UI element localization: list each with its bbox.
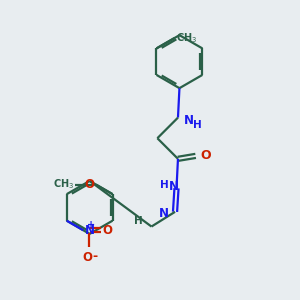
Text: N: N [85, 224, 95, 237]
Text: N: N [169, 180, 179, 193]
Text: CH$_3$: CH$_3$ [53, 178, 74, 191]
Text: H: H [134, 216, 142, 226]
Text: O: O [200, 149, 211, 162]
Text: O: O [82, 251, 92, 264]
Text: N: N [159, 207, 169, 220]
Text: H: H [193, 120, 202, 130]
Text: CH$_3$: CH$_3$ [176, 31, 197, 45]
Text: +: + [87, 220, 96, 230]
Text: N: N [184, 114, 194, 127]
Text: O: O [85, 178, 94, 191]
Text: O: O [102, 224, 112, 237]
Text: -: - [92, 250, 98, 263]
Text: H: H [160, 180, 169, 190]
